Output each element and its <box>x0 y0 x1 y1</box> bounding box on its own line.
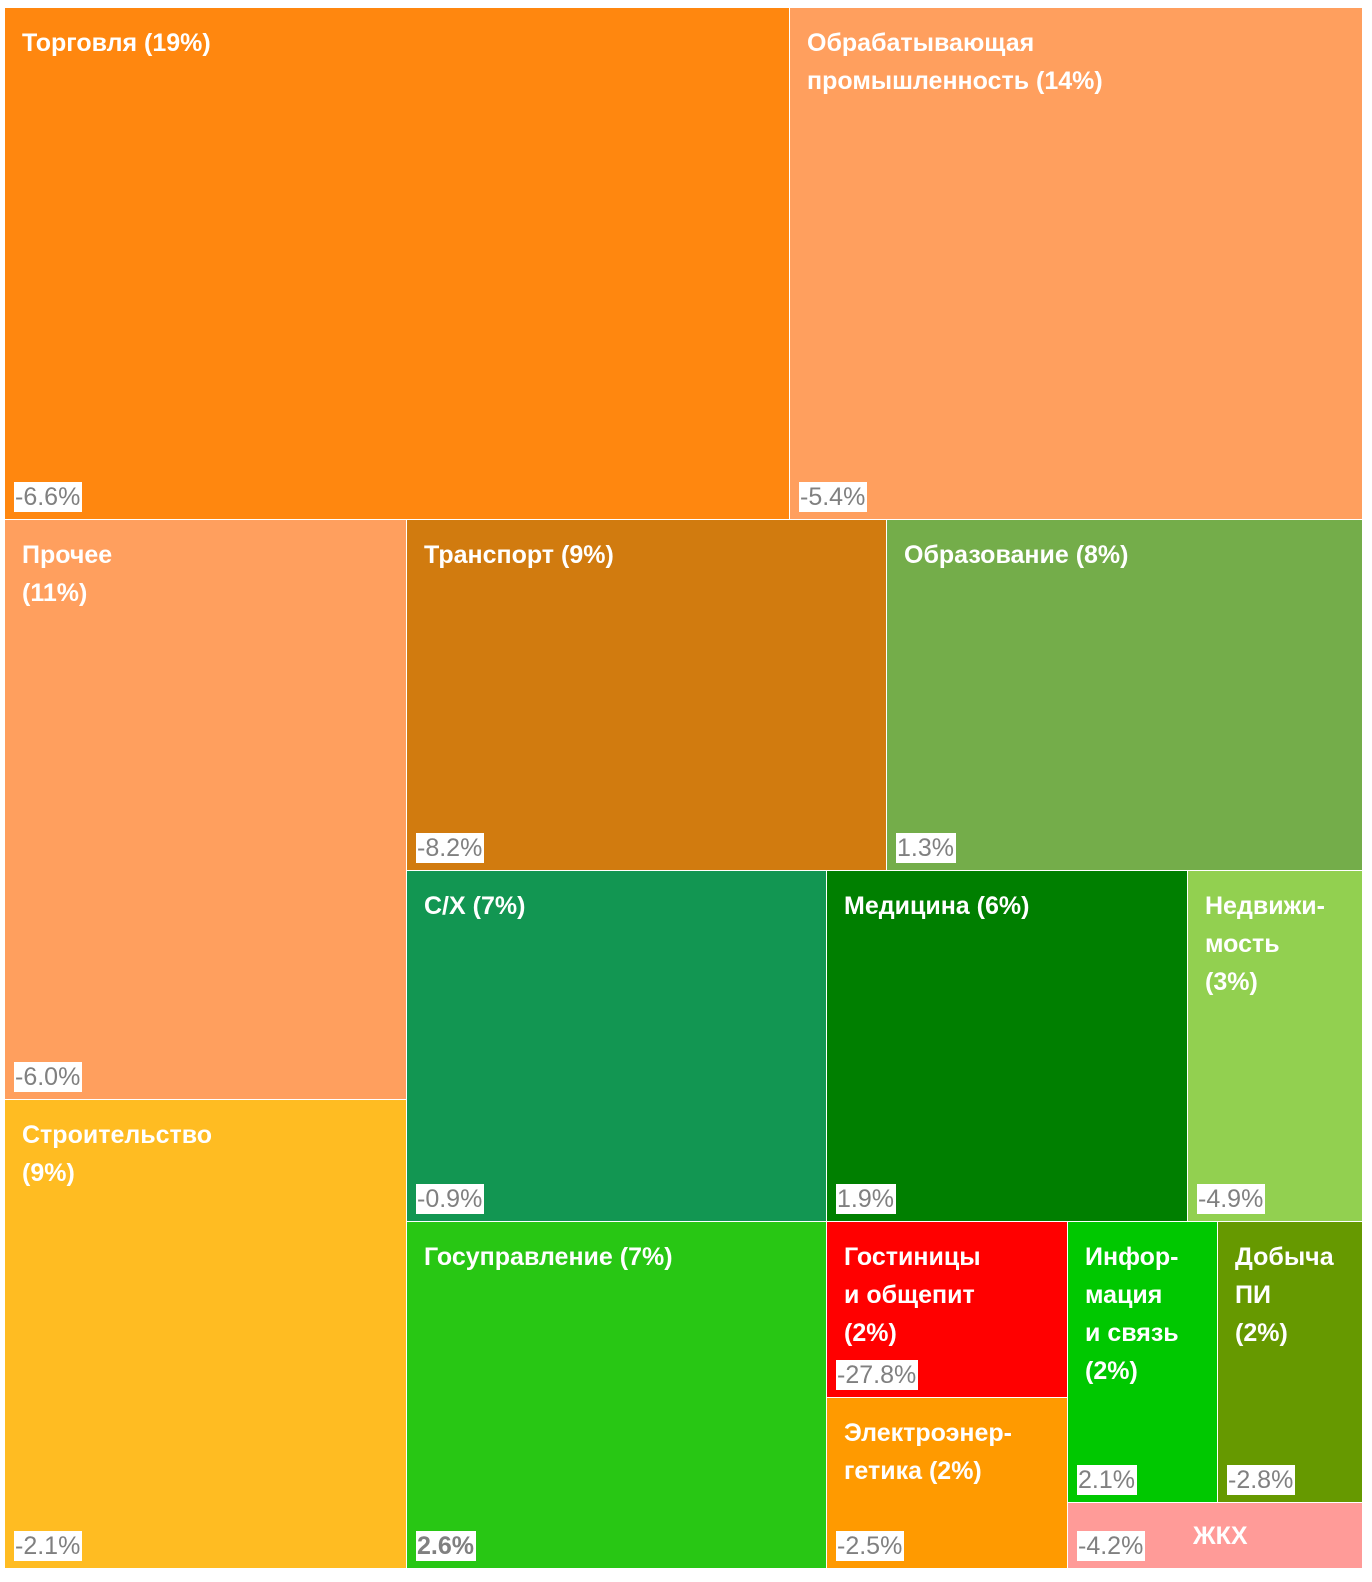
value-label: -6.0% <box>14 1062 83 1092</box>
value-label: 1.9% <box>836 1184 896 1214</box>
value-label: 1.3% <box>896 833 956 863</box>
tile: Торговля (19%) -6.6% <box>5 8 789 519</box>
tile: Добыча ПИ (2%) -2.8% <box>1218 1222 1362 1502</box>
tile-label: Медицина (6%) <box>844 892 1030 920</box>
tile-label: Гостиницы и общепит (2%) <box>844 1243 981 1347</box>
tile-label: Образование (8%) <box>904 541 1129 569</box>
value-label: -8.2% <box>416 833 485 863</box>
value-label: -2.1% <box>14 1531 83 1561</box>
value-label: -2.5% <box>836 1531 905 1561</box>
tile: Медицина (6%) 1.9% <box>827 871 1187 1221</box>
tile-label: Торговля (19%) <box>22 29 211 57</box>
value-label: -6.6% <box>14 482 83 512</box>
tile: Обрабатывающая промышленность (14%) -5.4% <box>790 8 1362 519</box>
tile: Прочее (11%) -6.0% <box>5 520 406 1099</box>
tile: Госуправление (7%) 2.6% <box>407 1222 826 1568</box>
tile-label: Добыча ПИ (2%) <box>1235 1243 1334 1347</box>
tile-label: Обрабатывающая промышленность (14%) <box>807 29 1103 95</box>
tile-label: С/Х (7%) <box>424 892 526 920</box>
tile: Строительство (9%) -2.1% <box>5 1100 406 1568</box>
tile-label: Госуправление (7%) <box>424 1243 673 1271</box>
value-label: -2.8% <box>1227 1465 1296 1495</box>
value-label: -27.8% <box>836 1360 919 1390</box>
value-label: 2.6% <box>416 1531 476 1561</box>
tile-label: Прочее (11%) <box>22 541 113 607</box>
tile: ЖКХ -4.2% <box>1068 1503 1362 1568</box>
tile: Электроэнер- гетика (2%) -2.5% <box>827 1398 1067 1568</box>
value-label: -0.9% <box>416 1184 485 1214</box>
tile-label: Инфор- мация и связь (2%) <box>1085 1243 1179 1385</box>
tile: Гостиницы и общепит (2%) -27.8% <box>827 1222 1067 1397</box>
tile: Инфор- мация и связь (2%) 2.1% <box>1068 1222 1217 1502</box>
tile-label: Электроэнер- гетика (2%) <box>844 1419 1012 1485</box>
tile-label: Недвижи- мость (3%) <box>1205 892 1325 996</box>
value-label: -4.9% <box>1197 1184 1266 1214</box>
value-label: -5.4% <box>799 482 868 512</box>
tile-label: Строительство (9%) <box>22 1121 213 1187</box>
tile: Недвижи- мость (3%) -4.9% <box>1188 871 1362 1221</box>
tile-label: Транспорт (9%) <box>424 541 614 569</box>
value-label: 2.1% <box>1077 1465 1137 1495</box>
tile: Образование (8%) 1.3% <box>887 520 1362 870</box>
value-label: -4.2% <box>1077 1531 1146 1561</box>
tile: С/Х (7%) -0.9% <box>407 871 826 1221</box>
tile: Транспорт (9%) -8.2% <box>407 520 886 870</box>
tile-label: ЖКХ <box>1193 1522 1248 1550</box>
